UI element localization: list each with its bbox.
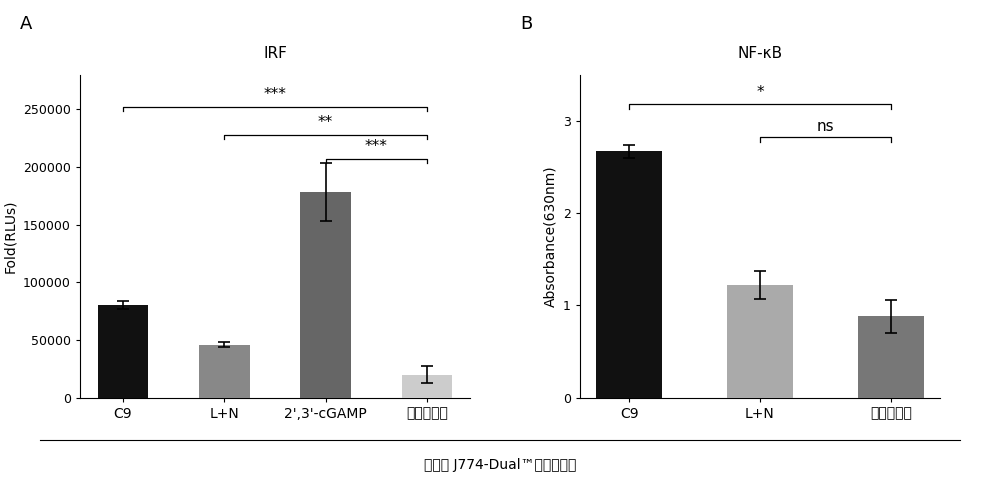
Text: 激活的 J774-Dual™報告細胞系: 激活的 J774-Dual™報告細胞系 xyxy=(424,458,576,472)
Title: NF-κB: NF-κB xyxy=(737,46,783,61)
Y-axis label: Absorbance(630nm): Absorbance(630nm) xyxy=(543,166,557,307)
Text: ns: ns xyxy=(817,119,834,134)
Bar xyxy=(98,305,148,398)
Text: B: B xyxy=(520,15,532,33)
Text: ***: *** xyxy=(365,139,388,154)
Y-axis label: Fold(RLUs): Fold(RLUs) xyxy=(4,199,18,273)
Bar xyxy=(727,285,793,398)
Text: **: ** xyxy=(318,115,333,130)
Text: ***: *** xyxy=(264,87,286,102)
Bar xyxy=(199,344,250,398)
Text: *: * xyxy=(756,85,764,100)
Title: IRF: IRF xyxy=(263,46,287,61)
Bar xyxy=(858,317,924,398)
Bar xyxy=(596,151,662,398)
Bar xyxy=(300,192,351,398)
Bar xyxy=(402,375,452,398)
Text: A: A xyxy=(20,15,32,33)
